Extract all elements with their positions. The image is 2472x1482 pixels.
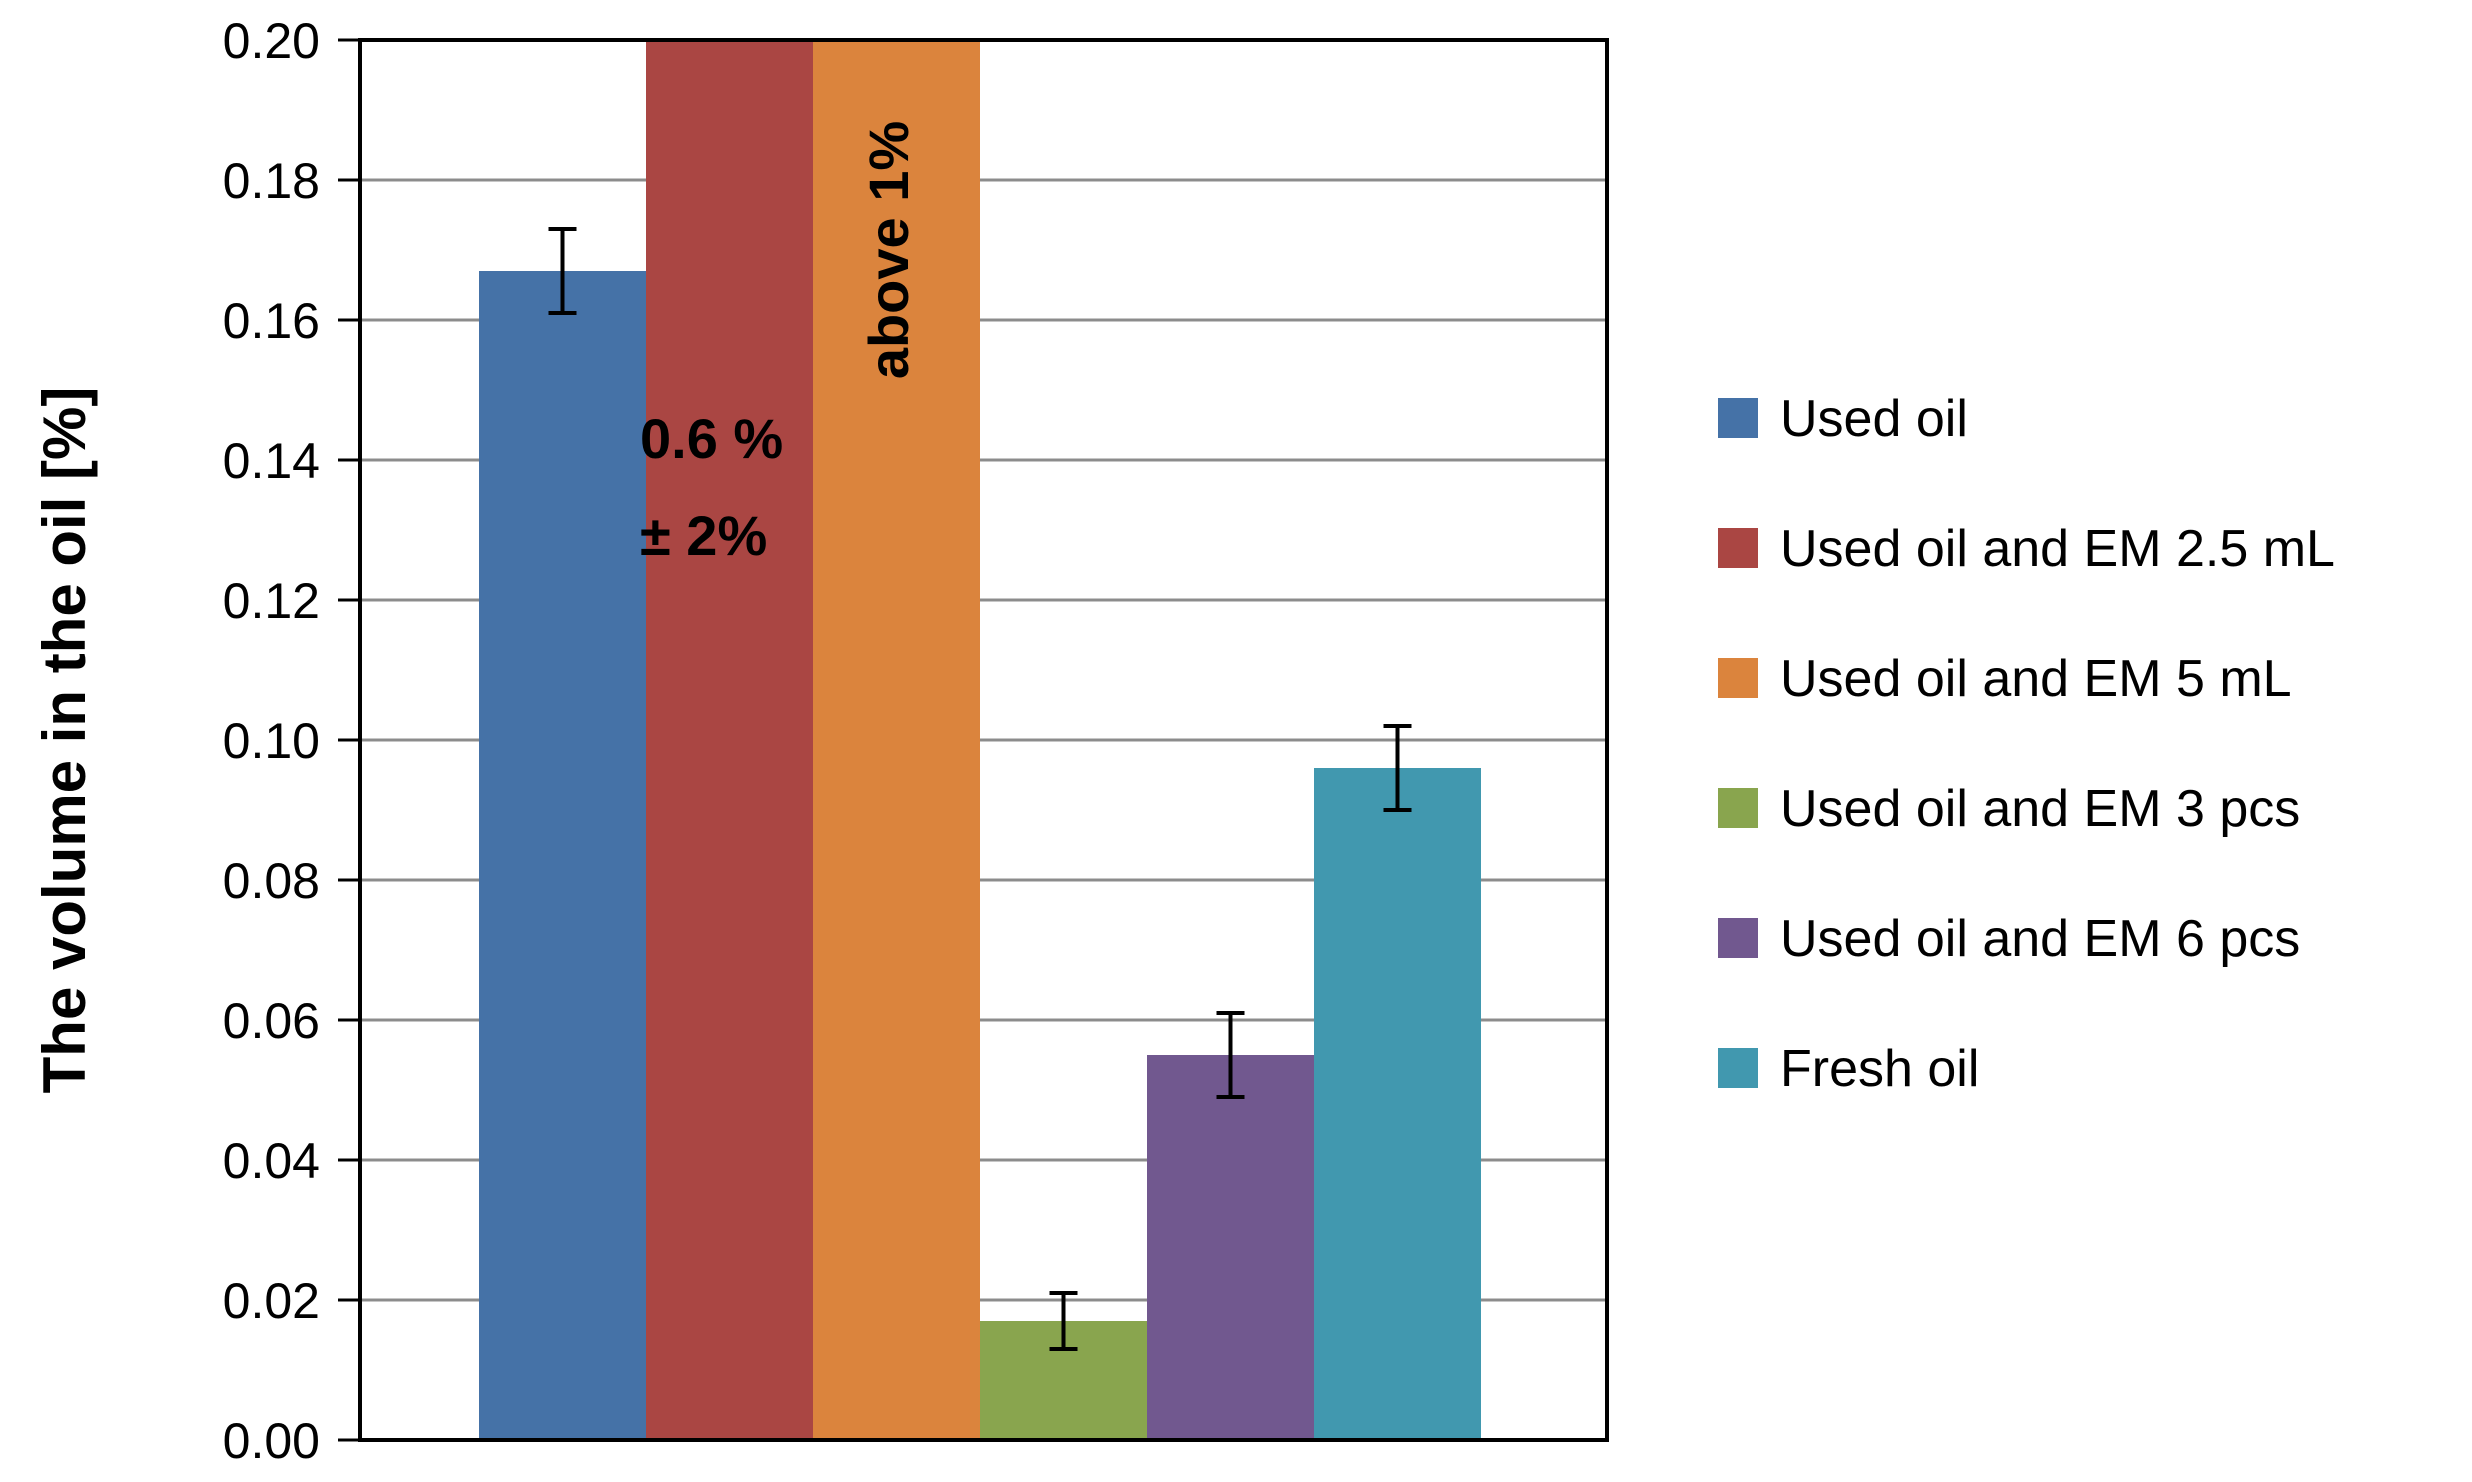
bar-3: [813, 40, 980, 1440]
annotation-em-2-5-line1: 0.6 %: [640, 407, 783, 470]
y-tick-label: 0.16: [223, 293, 320, 349]
annotation-em-5: above 1%: [857, 121, 920, 379]
legend-label-3: Used oil and EM 5 mL: [1780, 650, 2292, 708]
legend-label-5: Used oil and EM 6 pcs: [1780, 910, 2300, 968]
legend: Used oil Used oil and EM 2.5 mL Used oil a…: [1718, 390, 2335, 1098]
y-axis-label: The volume in the oil [%]: [31, 387, 98, 1094]
y-tick-label: 0.20: [223, 13, 320, 69]
y-tick-label: 0.18: [223, 153, 320, 209]
y-tick-label: 0.04: [223, 1133, 320, 1189]
y-tick-label: 0.02: [223, 1273, 320, 1329]
legend-label-2: Used oil and EM 2.5 mL: [1780, 520, 2335, 578]
y-tick-label: 0.10: [223, 713, 320, 769]
legend-swatch-5: [1718, 918, 1758, 958]
legend-label-4: Used oil and EM 3 pcs: [1780, 780, 2300, 838]
bar-6: [1314, 768, 1481, 1440]
bar-2: [646, 40, 813, 1440]
annotation-em-2-5-line2: ± 2%: [640, 504, 767, 567]
y-tick-label: 0.08: [223, 853, 320, 909]
bars: [479, 40, 1481, 1440]
legend-label-6: Fresh oil: [1780, 1040, 1979, 1098]
legend-swatch-2: [1718, 528, 1758, 568]
y-tick-labels: 0.00 0.02 0.04 0.06 0.08 0.10 0.12 0.14 0.16 0.18…: [223, 13, 360, 1469]
y-tick-label: 0.12: [223, 573, 320, 629]
y-tick-label: 0.06: [223, 993, 320, 1049]
y-tick-label: 0.14: [223, 433, 320, 489]
legend-label-1: Used oil: [1780, 390, 1968, 448]
legend-swatch-6: [1718, 1048, 1758, 1088]
y-tick-label: 0.00: [223, 1413, 320, 1469]
bar-1: [479, 271, 646, 1440]
legend-swatch-1: [1718, 398, 1758, 438]
bar-5: [1147, 1055, 1314, 1440]
legend-swatch-4: [1718, 788, 1758, 828]
error-bars: [548, 227, 1412, 1351]
legend-swatch-3: [1718, 658, 1758, 698]
